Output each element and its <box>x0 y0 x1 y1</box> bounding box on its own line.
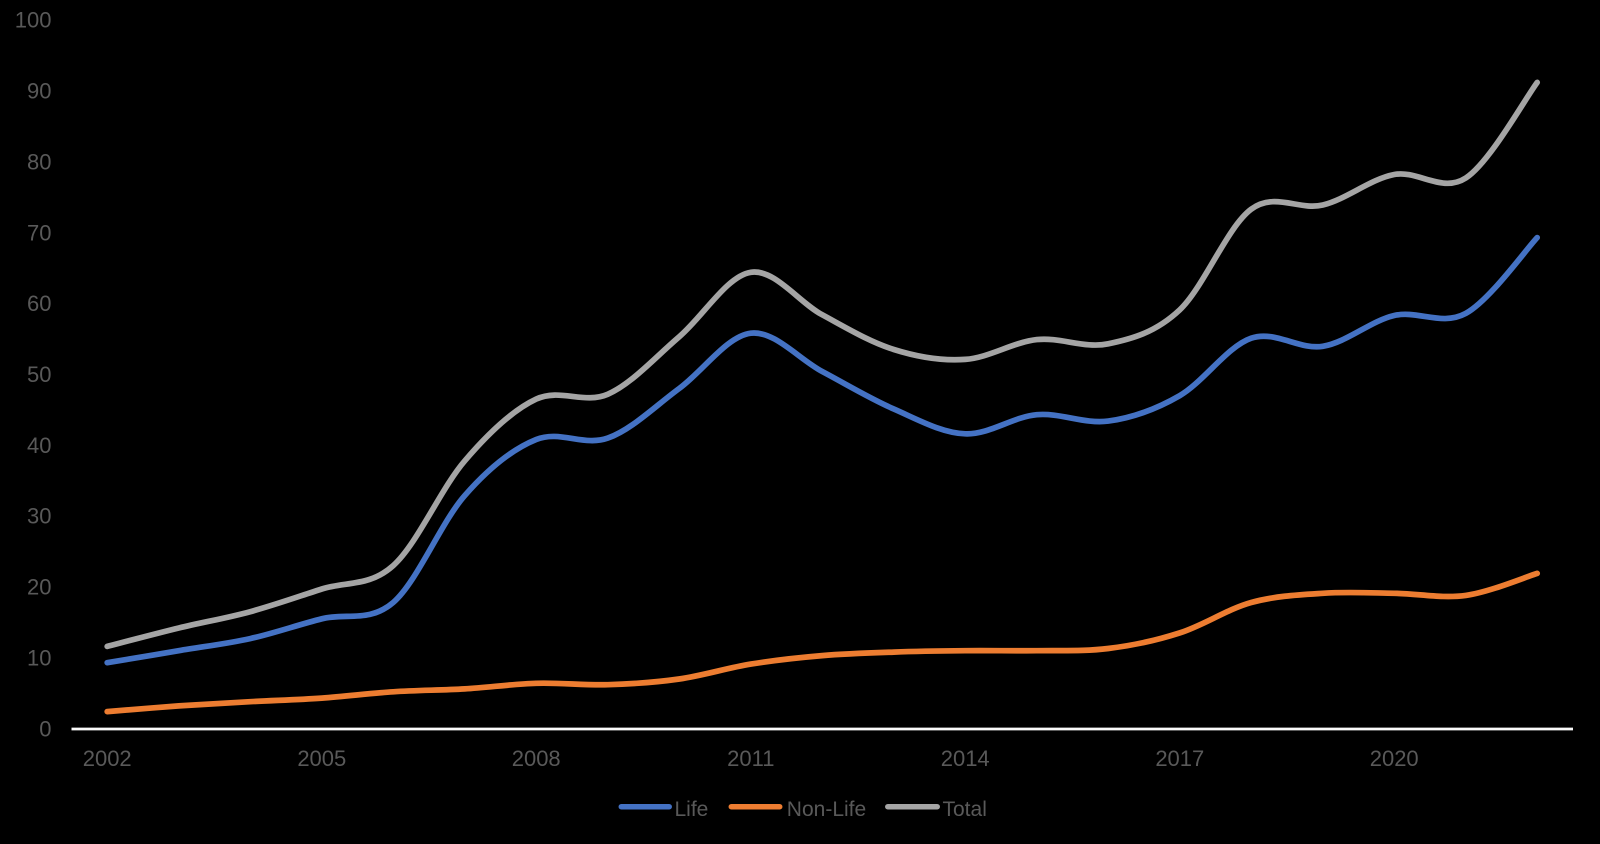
svg-text:2011: 2011 <box>727 746 774 771</box>
svg-text:20: 20 <box>27 575 51 600</box>
svg-text:0: 0 <box>39 716 51 741</box>
svg-text:30: 30 <box>27 504 51 529</box>
svg-text:2020: 2020 <box>1370 746 1419 771</box>
svg-text:Non-Life: Non-Life <box>787 798 866 821</box>
svg-text:2017: 2017 <box>1155 746 1204 771</box>
svg-text:2005: 2005 <box>297 746 346 771</box>
svg-text:2008: 2008 <box>512 746 561 771</box>
svg-text:60: 60 <box>27 291 51 316</box>
svg-text:50: 50 <box>27 362 51 387</box>
svg-text:100: 100 <box>15 8 52 33</box>
svg-text:70: 70 <box>27 220 51 245</box>
svg-text:80: 80 <box>27 149 51 174</box>
svg-text:2014: 2014 <box>941 746 990 771</box>
svg-text:10: 10 <box>27 645 51 670</box>
svg-text:Total: Total <box>943 798 987 821</box>
svg-text:2002: 2002 <box>83 746 132 771</box>
svg-text:Life: Life <box>675 798 709 821</box>
svg-text:40: 40 <box>27 433 51 458</box>
svg-text:90: 90 <box>27 79 51 104</box>
